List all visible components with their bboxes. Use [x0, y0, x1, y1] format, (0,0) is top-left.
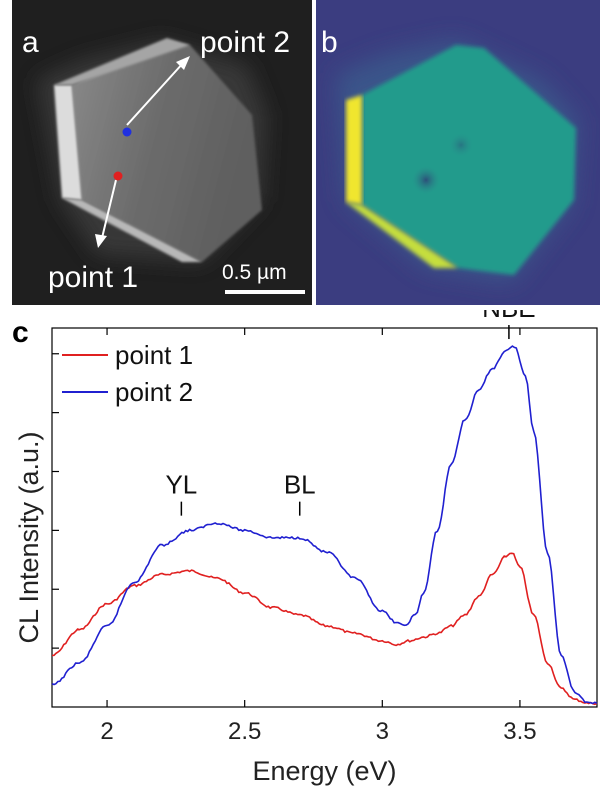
hexagon-bottom-edge	[62, 198, 202, 262]
point2-marker	[122, 127, 132, 137]
annotation-BL: BL	[284, 470, 316, 500]
cl-bottom-edge	[346, 202, 458, 268]
x-tick-label: 2	[100, 718, 113, 745]
cl-dim-spot	[449, 133, 473, 157]
plot-frame	[51, 327, 598, 708]
x-axis-label: Energy (eV)	[252, 756, 396, 786]
chart-legend: point 1 point 2	[62, 340, 193, 407]
point2-arrowhead	[176, 56, 190, 70]
cl-spectra-chart: c 2 2.5 3 3.5 Energy (eV) CL Intensity (a.u.)…	[12, 293, 598, 786]
hexagon-face	[72, 42, 262, 262]
point1-arrowhead	[95, 234, 107, 248]
x-tick-label: 3.5	[503, 718, 536, 745]
series-line-point-2	[51, 345, 598, 705]
cl-bright-edge	[346, 95, 362, 205]
y-axis-label: CL Intensity (a.u.)	[14, 431, 44, 643]
chart-series	[51, 345, 598, 706]
annotation-YL: YL	[165, 470, 197, 500]
cl-map-image	[316, 0, 600, 305]
chart-annotations: YL BL NBE	[165, 293, 536, 516]
cl-hexagon-face	[362, 45, 576, 275]
legend-label: point 2	[115, 377, 193, 407]
annotation-NBE: NBE	[482, 310, 535, 323]
panel-label-b: b	[321, 26, 338, 59]
point2-arrow	[126, 61, 185, 126]
spectra-panel: c 2 2.5 3 3.5 Energy (eV) CL Intensity (a.u.)…	[0, 293, 600, 787]
hexagon-top-edge	[54, 38, 190, 85]
point2-label: point 2	[200, 26, 291, 59]
point1-arrow	[101, 179, 117, 239]
series-line-point-1	[51, 552, 598, 706]
scale-bar	[225, 290, 305, 294]
sem-image	[12, 0, 312, 305]
legend-label: point 1	[115, 340, 193, 370]
chart-axes: 2 2.5 3 3.5 Energy (eV) CL Intensity (a.u.)	[14, 327, 598, 786]
x-tick-label: 3	[376, 718, 389, 745]
scale-bar-label: 0.5 µm	[222, 261, 287, 284]
cl-map-panel: b	[316, 0, 600, 305]
point1-marker	[113, 171, 123, 181]
sem-image-panel: a point 2 point 1 0.5 µm	[12, 0, 312, 305]
panel-label-a: a	[22, 26, 39, 59]
point1-label: point 1	[48, 261, 139, 294]
hexagon-bright-edge	[54, 85, 82, 200]
cl-dark-spot	[412, 166, 440, 194]
x-tick-label: 2.5	[228, 718, 261, 745]
panel-label-c: c	[12, 316, 29, 349]
